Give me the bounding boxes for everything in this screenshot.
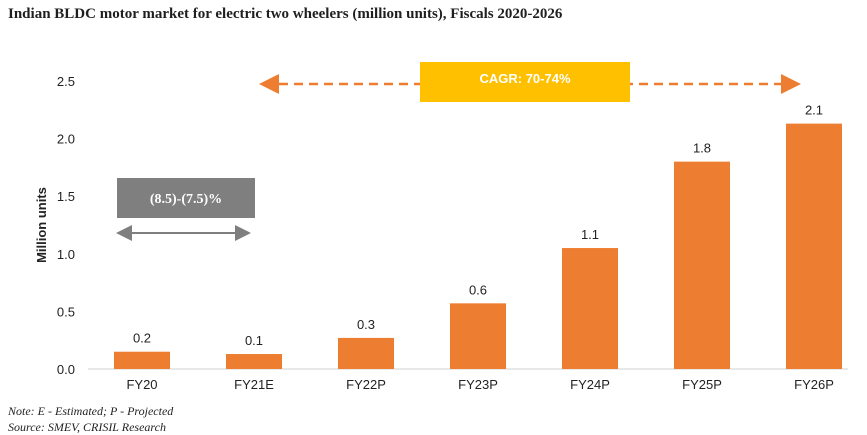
data-label: 2.1 xyxy=(805,103,823,118)
x-tick-label: FY20 xyxy=(126,377,157,392)
y-tick-label: 2.5 xyxy=(57,74,75,89)
y-tick-label: 1.5 xyxy=(57,189,75,204)
bar xyxy=(786,123,842,370)
cagr-early-box xyxy=(117,178,255,218)
data-label: 1.8 xyxy=(693,141,711,156)
bar xyxy=(450,303,506,369)
x-tick-label: FY25P xyxy=(682,377,722,392)
bar xyxy=(226,354,282,369)
x-tick-label: FY22P xyxy=(346,377,386,392)
y-tick-label: 0.0 xyxy=(57,362,75,377)
data-label: 0.1 xyxy=(245,333,263,348)
data-label: 1.1 xyxy=(581,227,599,242)
y-tick-label: 1.0 xyxy=(57,247,75,262)
y-tick-label: 0.5 xyxy=(57,304,75,319)
cagr-late-label: CAGR: 70-74% xyxy=(479,71,570,86)
data-label: 0.2 xyxy=(133,331,151,346)
x-tick-label: FY24P xyxy=(570,377,610,392)
source-text: Source: SMEV, CRISIL Research xyxy=(8,420,166,434)
note-text: Note: E - Estimated; P - Projected xyxy=(8,404,174,418)
bar xyxy=(338,337,394,369)
bar xyxy=(114,351,170,369)
x-tick-label: FY23P xyxy=(458,377,498,392)
bar xyxy=(674,161,730,369)
x-tick-label: FY26P xyxy=(794,377,834,392)
y-tick-label: 2.0 xyxy=(57,132,75,147)
chart-title: Indian BLDC motor market for electric tw… xyxy=(8,6,563,22)
bar xyxy=(562,248,618,369)
x-tick-label: FY21E xyxy=(234,377,274,392)
data-label: 0.3 xyxy=(357,317,375,332)
y-axis-label: Million units xyxy=(34,187,49,263)
cagr-late-box xyxy=(420,62,630,102)
data-label: 0.6 xyxy=(469,282,487,297)
cagr-early-label: (8.5)-(7.5)% xyxy=(150,192,222,207)
